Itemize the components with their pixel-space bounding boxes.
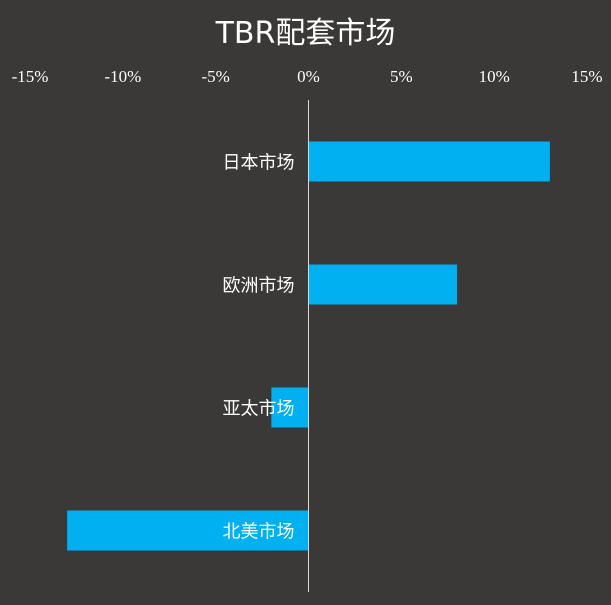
category-label: 欧洲市场	[223, 276, 295, 297]
category-label: 日本市场	[223, 153, 295, 174]
x-tick-label: 5%	[390, 67, 413, 86]
category-label: 亚太市场	[223, 399, 295, 420]
x-tick-label: 10%	[479, 67, 510, 86]
category-label: 北美市场	[223, 522, 295, 543]
x-tick-label: -15%	[12, 67, 49, 86]
bar-4	[67, 510, 309, 551]
bar-1	[308, 141, 550, 182]
bar-3	[271, 387, 309, 428]
x-tick-label: -5%	[202, 67, 230, 86]
x-tick-label: -10%	[104, 67, 141, 86]
x-tick-label: 15%	[571, 67, 602, 86]
bar-2	[308, 264, 458, 305]
chart-title: TBR配套市场	[215, 16, 396, 51]
x-tick-label: 0%	[297, 67, 320, 86]
